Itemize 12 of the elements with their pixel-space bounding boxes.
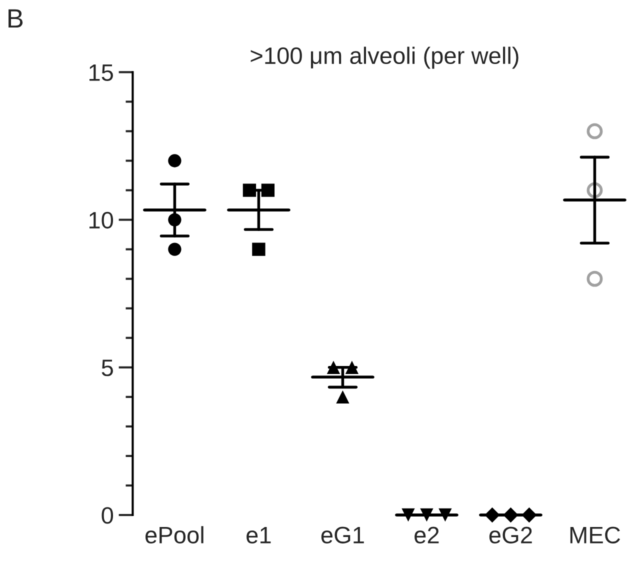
x-tick-label: ePool xyxy=(146,526,204,544)
chart-title: >100 μm alveoli (per well) xyxy=(250,46,518,69)
x-tick-label: e1 xyxy=(246,526,271,544)
text: B xyxy=(8,9,23,28)
y-tick-label: 0 xyxy=(102,507,114,524)
x-tick-label: eG1 xyxy=(321,526,364,544)
y-tick-label: 5 xyxy=(102,360,113,376)
x-tick-label: e2 xyxy=(414,526,439,544)
y-tick-label: 15 xyxy=(89,64,113,81)
x-tick-label: eG2 xyxy=(489,526,532,544)
y-tick-label: 10 xyxy=(89,212,114,229)
x-tick-label: MEC xyxy=(570,526,620,544)
